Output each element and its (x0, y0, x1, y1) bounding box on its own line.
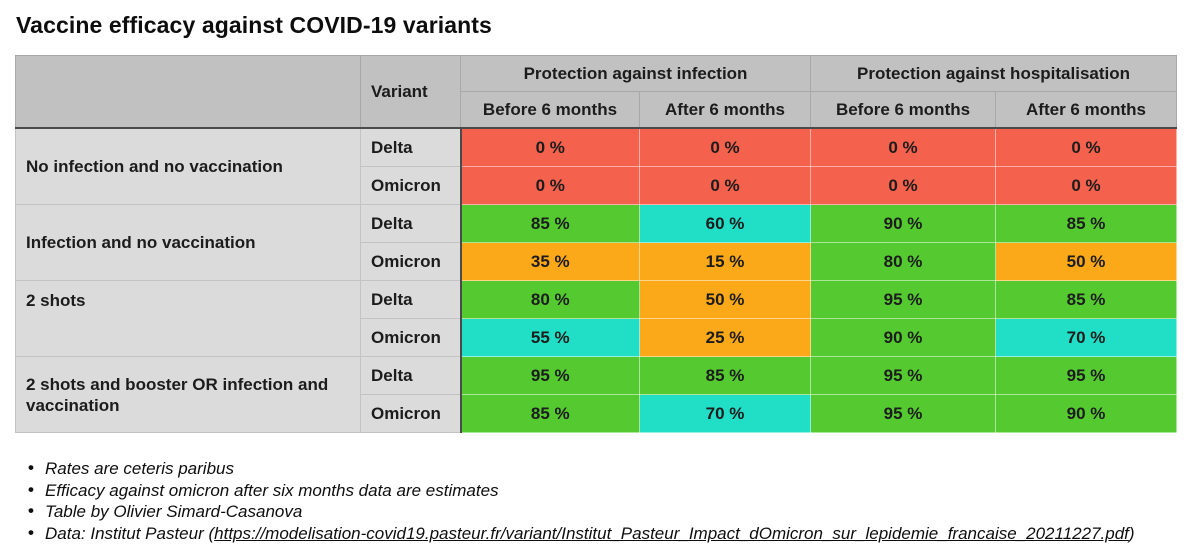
value-cell: 0 % (460, 166, 640, 205)
group-header-row: Variant Protection against infection Pro… (15, 55, 1178, 129)
value-cell: 70 % (638, 394, 812, 433)
value-cell: 80 % (460, 280, 640, 319)
value-cell: 0 % (460, 127, 640, 167)
table-row: 2 shots and booster OR infection and vac… (15, 356, 1178, 433)
value-cell: 70 % (995, 318, 1178, 357)
note-source-suffix: ) (1128, 523, 1135, 543)
note-data-source: Data: Institut Pasteur (https://modelisa… (28, 522, 1200, 545)
variant-cell: Omicron (360, 394, 462, 433)
value-cell: 35 % (460, 242, 640, 281)
note-text: Table by Olivier Simard-Casanova (45, 502, 303, 522)
infection-group-header: Protection against infection (459, 55, 812, 92)
stub-header (15, 55, 361, 129)
note-ceteris-paribus: Rates are ceteris paribus (28, 457, 1200, 480)
value-cell: 0 % (995, 166, 1178, 205)
variant-cell: Delta (360, 127, 462, 167)
source-link[interactable]: https://modelisation-covid19.pasteur.fr/… (214, 523, 1129, 543)
variant-cell: Omicron (360, 242, 462, 281)
value-cell: 90 % (995, 394, 1178, 433)
value-cell: 90 % (810, 204, 997, 243)
value-cell: 0 % (810, 127, 997, 167)
variant-cell: Delta (360, 356, 462, 395)
value-cell: 95 % (460, 356, 640, 395)
variant-cell: Omicron (360, 318, 462, 357)
value-cell: 85 % (995, 280, 1178, 319)
variant-cell: Delta (360, 204, 462, 243)
variant-cell: Delta (360, 280, 462, 319)
value-cell: 0 % (638, 166, 812, 205)
variant-cell: Omicron (360, 166, 462, 205)
note-text: Efficacy against omicron after six month… (45, 480, 499, 500)
table-row: Omicron 0 % 0 % 0 % 0 % (16, 166, 1178, 205)
value-cell: 95 % (810, 280, 997, 319)
value-cell: 85 % (460, 204, 640, 243)
value-cell: 80 % (810, 242, 997, 281)
hospitalisation-group-header: Protection against hospitalisation (810, 55, 1178, 92)
table-row: Omicron 85 % 70 % 95 % 90 % (16, 394, 1178, 433)
table-header: Variant Protection against infection Pro… (15, 55, 1178, 129)
value-cell: 85 % (638, 356, 812, 395)
value-cell: 0 % (995, 127, 1178, 167)
value-cell: 95 % (810, 356, 997, 395)
page-title: Vaccine efficacy against COVID-19 varian… (16, 12, 492, 38)
value-cell: 50 % (638, 280, 812, 319)
note-source-prefix: Data: Institut Pasteur ( (45, 523, 215, 543)
value-cell: 95 % (810, 394, 997, 433)
note-estimates: Efficacy against omicron after six month… (28, 479, 1200, 502)
value-cell: 60 % (638, 204, 812, 243)
group-label-infection-no-vaccination: Infection and no vaccination (15, 204, 361, 281)
table-row: Omicron 55 % 25 % 90 % 70 % (16, 318, 1178, 357)
col-header-hosp-after: After 6 months (995, 91, 1178, 129)
sub-header-row: Before 6 months After 6 months Before 6 … (16, 91, 1178, 129)
value-cell: 0 % (638, 127, 812, 167)
col-header-infection-after: After 6 months (638, 91, 812, 129)
value-cell: 55 % (460, 318, 640, 357)
group-label-2-shots: 2 shots (15, 280, 361, 357)
table-row: 2 shots Delta 80 % 50 % 95 % 85 % (15, 280, 1178, 357)
group-label-2-shots-booster: 2 shots and booster OR infection and vac… (15, 356, 361, 433)
efficacy-table: Variant Protection against infection Pro… (15, 55, 1178, 433)
value-cell: 0 % (810, 166, 997, 205)
col-header-hosp-before: Before 6 months (810, 91, 997, 129)
table-row: No infection and no vaccination Delta 0 … (15, 127, 1178, 205)
value-cell: 25 % (638, 318, 812, 357)
value-cell: 90 % (810, 318, 997, 357)
footnotes: Rates are ceteris paribus Efficacy again… (28, 457, 1200, 545)
col-header-infection-before: Before 6 months (460, 91, 640, 129)
note-author: Table by Olivier Simard-Casanova (28, 500, 1200, 523)
value-cell: 15 % (638, 242, 812, 281)
table-row: Omicron 35 % 15 % 80 % 50 % (16, 242, 1178, 281)
value-cell: 85 % (460, 394, 640, 433)
value-cell: 50 % (995, 242, 1178, 281)
group-label-no-infection-no-vaccination: No infection and no vaccination (15, 127, 361, 205)
note-text: Rates are ceteris paribus (45, 459, 234, 478)
variant-column-header: Variant (360, 55, 461, 129)
value-cell: 85 % (995, 204, 1178, 243)
value-cell: 95 % (995, 356, 1178, 395)
table-row: Infection and no vaccination Delta 85 % … (15, 204, 1178, 281)
